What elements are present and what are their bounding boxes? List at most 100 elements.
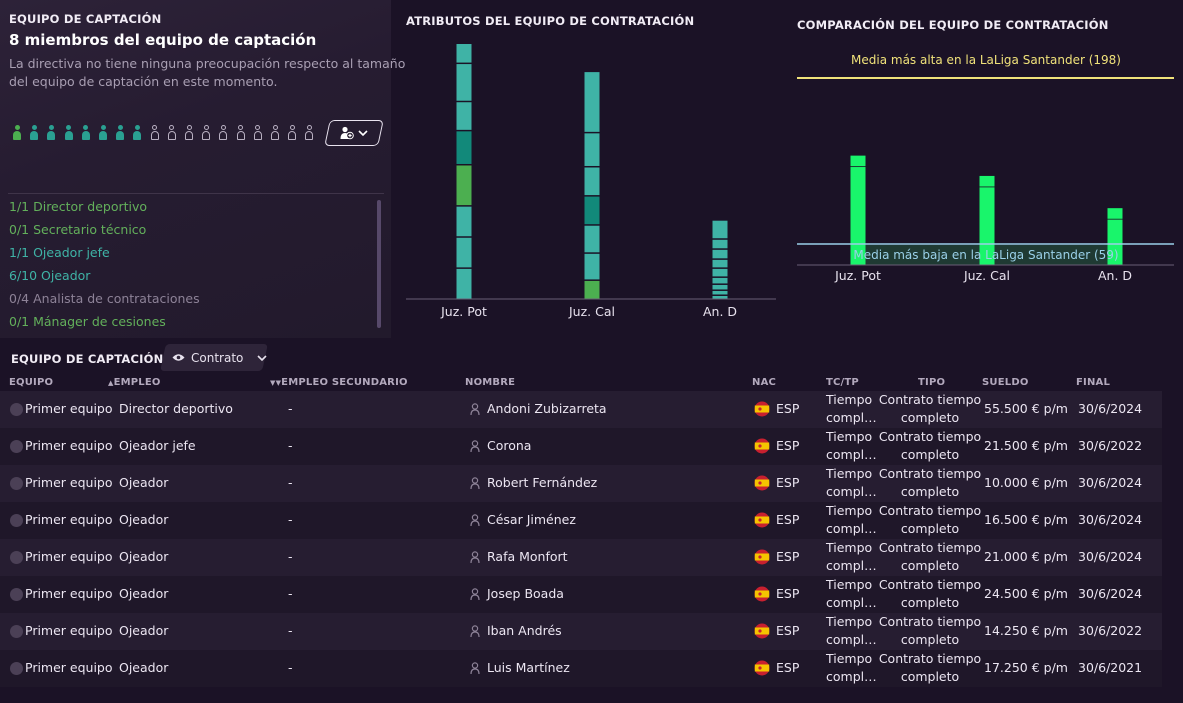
attribute-bar-segment[interactable] bbox=[584, 196, 600, 225]
header-secondary-wrap[interactable]: ▼▼EMPLEO SECUNDARIO bbox=[270, 377, 408, 388]
staff-role-item[interactable]: 0/1 Mánager de cesiones bbox=[9, 314, 166, 329]
attribute-bar-segment[interactable] bbox=[712, 277, 728, 284]
cell-secondary: - bbox=[288, 623, 293, 638]
attribute-bar-segment[interactable] bbox=[712, 239, 728, 249]
cell-name[interactable]: Josep Boada bbox=[487, 586, 564, 601]
check-icon[interactable] bbox=[10, 440, 23, 453]
cell-type: Contrato tiempo completo bbox=[878, 577, 982, 610]
staff-slot-empty-icon bbox=[218, 125, 228, 141]
staff-slot-filled-icon bbox=[12, 125, 22, 141]
table-row[interactable]: Primer equipo Ojeador - Rafa Monfort ESP Tiem… bbox=[0, 539, 1162, 576]
comparison-bar[interactable] bbox=[979, 175, 995, 265]
header-salary[interactable]: SUELDO bbox=[982, 377, 1029, 388]
table-row[interactable]: Primer equipo Ojeador - César Jiménez ESP Tie… bbox=[0, 502, 1162, 539]
cell-nat: ESP bbox=[776, 401, 800, 416]
attribute-bar-segment[interactable] bbox=[584, 280, 600, 299]
table-row[interactable]: Primer equipo Director deportivo - Andoni Z… bbox=[0, 391, 1162, 428]
check-icon[interactable] bbox=[10, 662, 23, 675]
staff-role-item[interactable]: 1/1 Ojeador jefe bbox=[9, 245, 110, 260]
cell-job: Ojeador bbox=[119, 512, 169, 527]
attribute-bar-segment[interactable] bbox=[456, 165, 472, 206]
cell-type-short: Tiempo compl… bbox=[826, 614, 877, 647]
attribute-bar-segment[interactable] bbox=[456, 44, 472, 63]
cell-name[interactable]: Corona bbox=[487, 438, 532, 453]
attribute-bar-segment[interactable] bbox=[584, 225, 600, 253]
header-name[interactable]: NOMBRE bbox=[465, 377, 516, 388]
attribute-bar-segment[interactable] bbox=[456, 131, 472, 164]
cell-secondary: - bbox=[288, 401, 293, 416]
attribute-bar-segment[interactable] bbox=[712, 295, 728, 299]
attribute-bar-segment[interactable] bbox=[456, 206, 472, 237]
cell-end: 30/6/2022 bbox=[1078, 623, 1143, 638]
attribute-bar-segment[interactable] bbox=[712, 268, 728, 277]
attribute-bar-segment[interactable] bbox=[712, 284, 728, 290]
attribute-bar-segment[interactable] bbox=[712, 259, 728, 268]
comparison-chart: Media más alta en la LaLiga Santander (1… bbox=[797, 53, 1174, 283]
view-selector-label: Contrato bbox=[191, 350, 244, 365]
table-row[interactable]: Primer equipo Ojeador - Robert Fernández ESP… bbox=[0, 465, 1162, 502]
cell-team: Primer equipo bbox=[25, 586, 113, 601]
attribute-bar-segment[interactable] bbox=[712, 290, 728, 295]
table-row[interactable]: Primer equipo Ojeador - Luis Martínez ESP Tie… bbox=[0, 650, 1162, 687]
staff-description-line2: del equipo de captación en este momento. bbox=[9, 74, 278, 89]
comparison-bar[interactable] bbox=[1107, 208, 1123, 265]
header-type-short[interactable]: TC/TP bbox=[826, 377, 859, 388]
header-nat[interactable]: NAC bbox=[752, 377, 777, 388]
header-team[interactable]: EQUIPO bbox=[9, 377, 54, 388]
staff-role-item[interactable]: 1/1 Director deportivo bbox=[9, 199, 148, 214]
staff-role-item[interactable]: 0/1 Secretario técnico bbox=[9, 222, 147, 237]
cell-job: Ojeador bbox=[119, 549, 169, 564]
attribute-bar-segment[interactable] bbox=[584, 167, 600, 196]
cell-secondary: - bbox=[288, 660, 293, 675]
cell-secondary: - bbox=[288, 586, 293, 601]
attribute-category-label: An. D bbox=[703, 304, 737, 319]
attribute-bar-segment[interactable] bbox=[584, 72, 600, 132]
attribute-bar-segment[interactable] bbox=[584, 133, 600, 166]
attribute-bar-segment[interactable] bbox=[456, 237, 472, 268]
attributes-chart: Juz. Pot Juz. Cal An. D bbox=[406, 44, 776, 319]
header-type[interactable]: TIPO bbox=[918, 377, 946, 388]
view-selector-content[interactable]: Contrato bbox=[172, 344, 267, 371]
add-staff-button[interactable] bbox=[324, 120, 384, 146]
attribute-bar-segment[interactable] bbox=[456, 64, 472, 101]
header-secondary: EMPLEO SECUNDARIO bbox=[281, 377, 408, 388]
staff-role-item[interactable]: 6/10 Ojeador bbox=[9, 268, 91, 283]
staff-slot-empty-icon bbox=[236, 125, 246, 141]
person-icon bbox=[470, 625, 480, 637]
check-icon[interactable] bbox=[10, 403, 23, 416]
table-row[interactable]: Primer equipo Ojeador - Josep Boada ESP Tiemp… bbox=[0, 576, 1162, 613]
cell-type-short: Tiempo compl… bbox=[826, 651, 877, 684]
staff-slot-filled-icon bbox=[115, 125, 125, 141]
spain-flag-icon bbox=[754, 401, 770, 417]
check-icon[interactable] bbox=[10, 477, 23, 490]
check-icon[interactable] bbox=[10, 625, 23, 638]
check-icon[interactable] bbox=[10, 551, 23, 564]
cell-name[interactable]: Rafa Monfort bbox=[487, 549, 568, 564]
header-job-wrap[interactable]: ▲EMPLEO bbox=[108, 377, 161, 388]
staff-slot-empty-icon bbox=[201, 125, 211, 141]
cell-name[interactable]: Luis Martínez bbox=[487, 660, 570, 675]
attribute-bar-segment[interactable] bbox=[712, 249, 728, 259]
attribute-category-label: Juz. Cal bbox=[568, 304, 615, 319]
table-row[interactable]: Primer equipo Ojeador - Iban Andrés ESP Tiemp… bbox=[0, 613, 1162, 650]
cell-name[interactable]: Andoni Zubizarreta bbox=[487, 401, 607, 416]
attribute-bar-segment[interactable] bbox=[584, 253, 600, 280]
table-row[interactable]: Primer equipo Ojeador jefe - Corona ESP Tiemp… bbox=[0, 428, 1162, 465]
comparison-bar[interactable] bbox=[850, 155, 866, 265]
roles-scrollbar[interactable] bbox=[377, 200, 381, 328]
attribute-bar-segment[interactable] bbox=[712, 220, 728, 239]
staff-slot-filled-icon bbox=[64, 125, 74, 141]
staff-summary-panel bbox=[0, 0, 391, 338]
attribute-bar-segment[interactable] bbox=[456, 268, 472, 299]
check-icon[interactable] bbox=[10, 588, 23, 601]
header-end[interactable]: FINAL bbox=[1076, 377, 1111, 388]
check-icon[interactable] bbox=[10, 514, 23, 527]
attribute-bar-segment[interactable] bbox=[456, 102, 472, 130]
cell-name[interactable]: Iban Andrés bbox=[487, 623, 562, 638]
header-job: EMPLEO bbox=[113, 377, 161, 388]
cell-name[interactable]: Robert Fernández bbox=[487, 475, 598, 490]
cell-end: 30/6/2024 bbox=[1078, 475, 1143, 490]
staff-role-item[interactable]: 0/4 Analista de contrataciones bbox=[9, 291, 200, 306]
cell-name[interactable]: César Jiménez bbox=[487, 512, 576, 527]
cell-salary: 10.000 € p/m bbox=[984, 475, 1068, 490]
